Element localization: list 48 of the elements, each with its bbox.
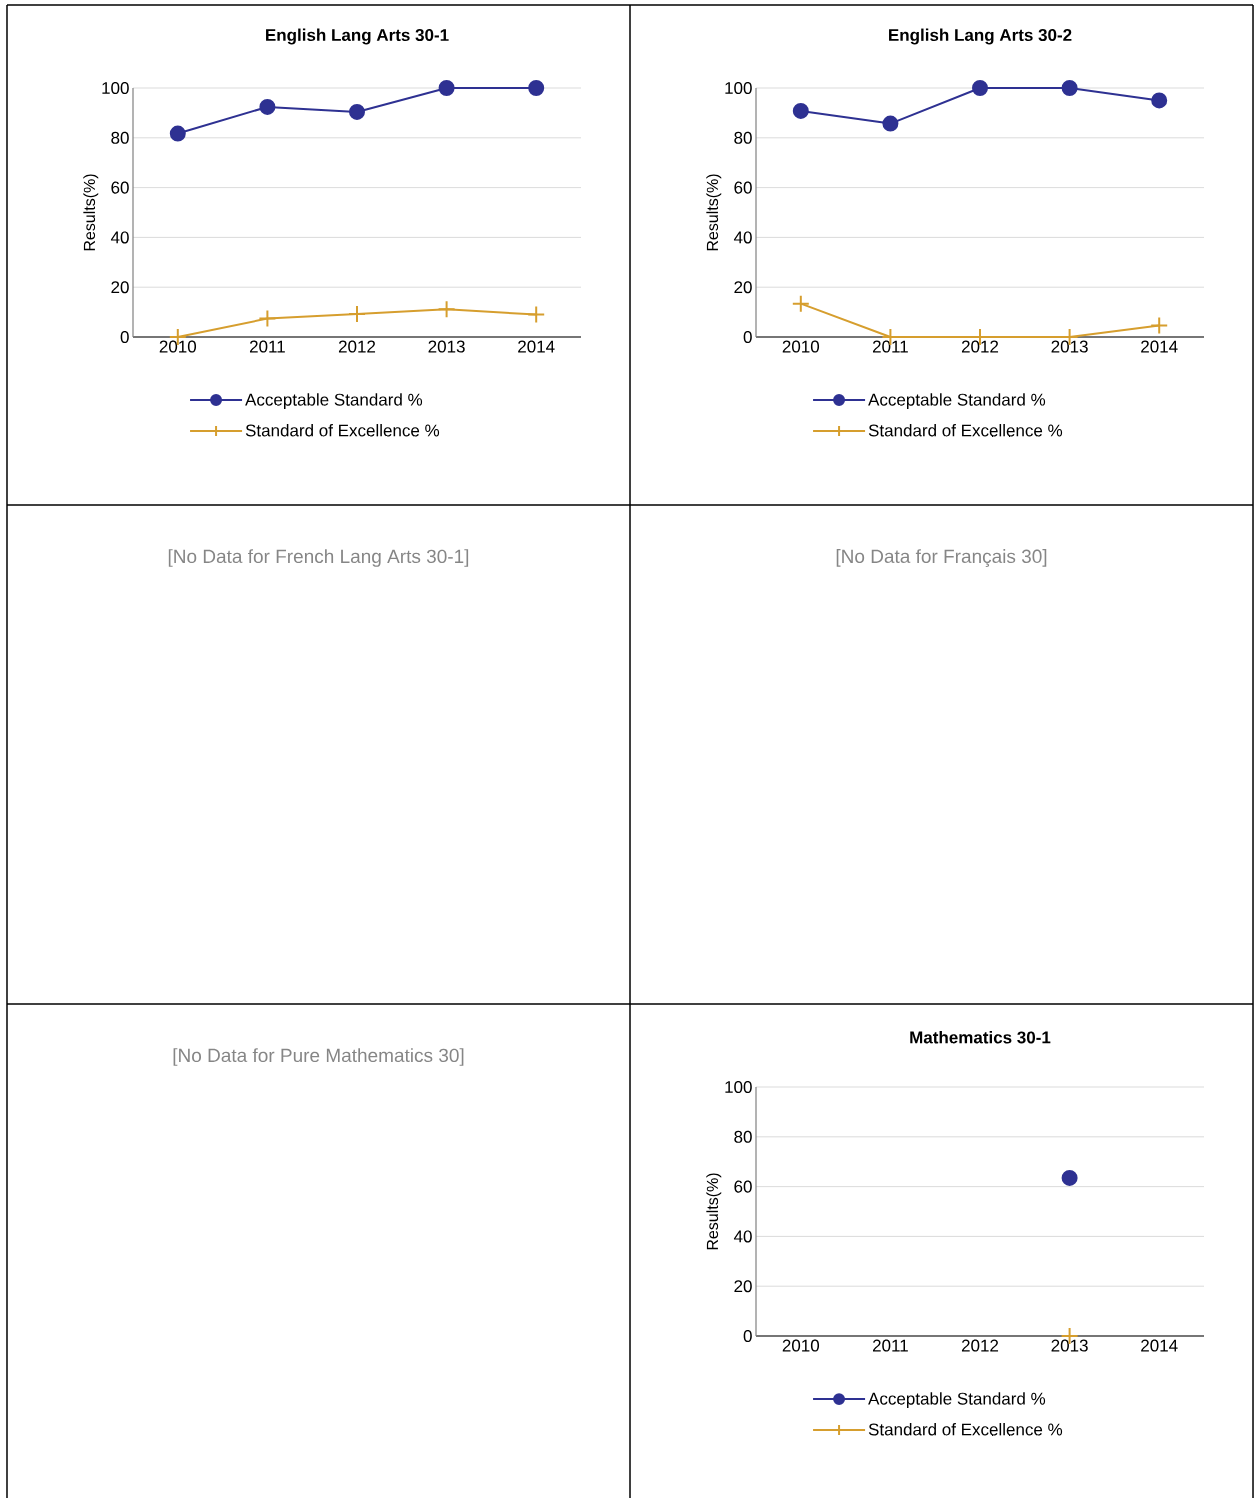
x-tick-label: 2012 (338, 340, 376, 353)
y-axis-title: Results(%) (706, 1173, 722, 1250)
x-tick-label: 2010 (782, 1339, 820, 1352)
y-tick-label: 20 (734, 1280, 752, 1293)
y-tick-label: 0 (743, 1329, 752, 1343)
chart-title: Mathematics 30-1 (910, 1030, 1051, 1044)
y-axis-title: Results(%) (83, 174, 99, 251)
y-tick-label: 40 (110, 231, 129, 244)
legend-label: Standard of Excellence % (868, 424, 1063, 437)
y-tick-label: 40 (733, 1230, 752, 1243)
y-tick-label: 60 (734, 181, 752, 194)
y-tick-label: 80 (734, 131, 752, 144)
x-tick-label: 2011 (249, 340, 285, 353)
y-tick-label: 40 (733, 231, 752, 244)
legend-label: Acceptable Standard % (868, 1392, 1046, 1409)
legend-label: Standard of Excellence % (868, 1423, 1063, 1436)
y-tick-label: 20 (111, 281, 129, 294)
y-tick-label: 100 (102, 81, 129, 95)
text: [No Data for Français 30] (836, 549, 1047, 567)
x-tick-label: 2012 (961, 1339, 999, 1352)
x-tick-label: 2011 (872, 340, 908, 353)
x-tick-label: 2013 (1051, 340, 1088, 353)
text: [No Data for Pure Mathematics 30] (173, 1048, 464, 1066)
chart-title: English Lang Arts 30-2 (889, 28, 1072, 45)
x-tick-label: 2010 (782, 340, 820, 353)
x-tick-label: 2014 (1141, 1339, 1178, 1352)
x-tick-label: 2011 (872, 1339, 908, 1352)
y-axis-title: Results(%) (706, 174, 722, 251)
y-tick-label: 80 (111, 131, 129, 144)
legend-label: Acceptable Standard % (868, 393, 1046, 410)
y-tick-label: 20 (734, 281, 752, 294)
legend-label: Standard of Excellence % (245, 424, 440, 437)
x-tick-label: 2012 (961, 340, 999, 353)
x-tick-label: 2010 (159, 340, 197, 353)
x-tick-label: 2014 (1141, 340, 1178, 353)
y-tick-label: 80 (734, 1130, 752, 1143)
x-tick-label: 2014 (518, 340, 555, 353)
x-tick-label: 2013 (1051, 1339, 1088, 1352)
y-tick-label: 100 (725, 81, 752, 95)
y-tick-label: 0 (120, 330, 129, 344)
y-tick-label: 60 (111, 181, 129, 194)
y-tick-label: 0 (743, 330, 752, 344)
text: [No Data for French Lang Arts 30-1] (168, 549, 469, 567)
legend-label: Acceptable Standard % (245, 393, 423, 410)
y-tick-label: 60 (734, 1180, 752, 1193)
chart-title: English Lang Arts 30-1 (266, 28, 449, 45)
y-tick-label: 100 (725, 1080, 752, 1094)
x-tick-label: 2013 (428, 340, 465, 353)
